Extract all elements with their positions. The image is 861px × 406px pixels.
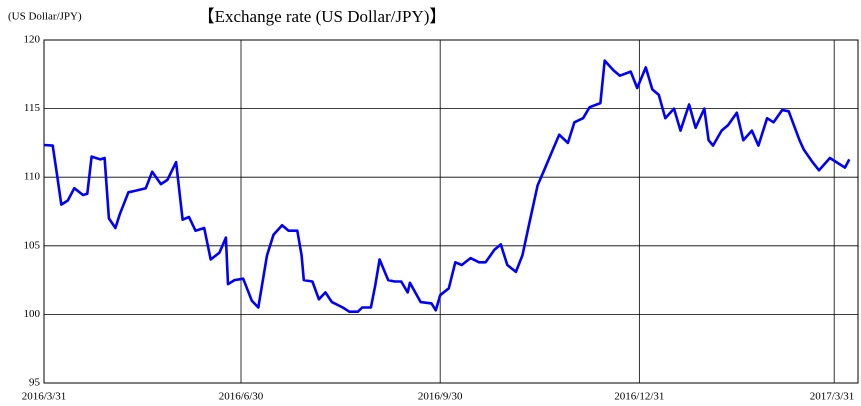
y-tick-label: 100	[24, 308, 41, 320]
y-tick-label: 95	[29, 377, 41, 389]
y-tick-label: 110	[24, 171, 41, 183]
y-axis-label: (US Dollar/JPY)	[8, 11, 82, 23]
x-tick-label: 2016/3/31	[22, 391, 67, 403]
chart-title: 【Exchange rate (US Dollar/JPY)】	[198, 7, 447, 26]
y-tick-label: 105	[24, 239, 41, 251]
x-tick-label: 2017/3/31	[810, 391, 855, 403]
x-tick-label: 2016/12/31	[614, 391, 664, 403]
plot-frame	[43, 39, 859, 384]
data-line	[43, 59, 851, 313]
y-tick-label: 120	[24, 34, 41, 46]
y-tick-label: 115	[24, 102, 41, 114]
x-tick-label: 2016/9/30	[418, 391, 463, 403]
x-tick-label: 2016/6/30	[219, 391, 264, 403]
